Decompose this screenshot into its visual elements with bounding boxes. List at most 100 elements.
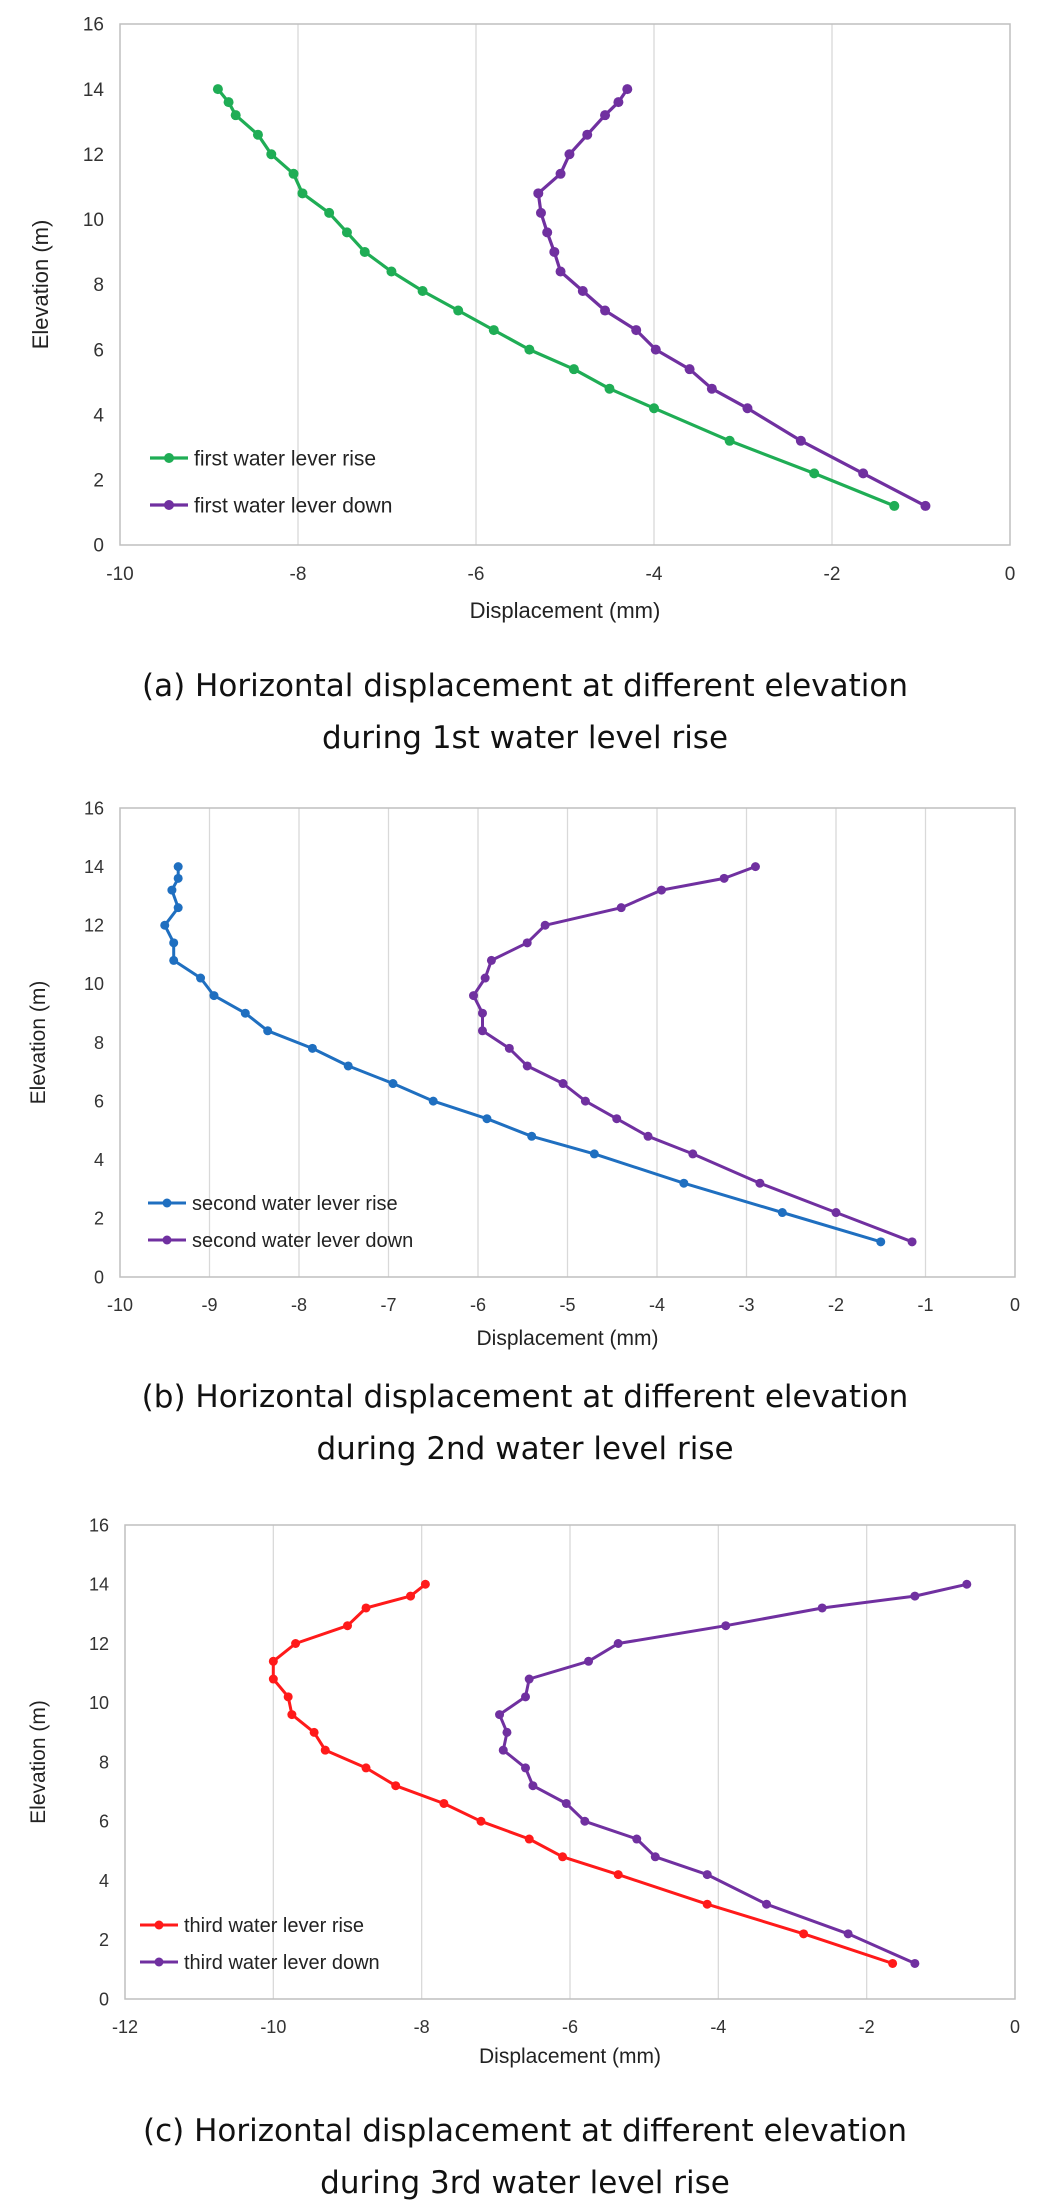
- legend-swatch-marker: [162, 1235, 172, 1245]
- series-line: [216, 88, 895, 508]
- data-point: [650, 1852, 660, 1862]
- x-tick-label: -2: [824, 564, 841, 585]
- y-tick-label: 8: [93, 275, 104, 296]
- data-point: [522, 938, 532, 948]
- series-line: [271, 1583, 894, 1965]
- x-tick-label: -2: [859, 2017, 875, 2037]
- x-tick-label: -12: [112, 2017, 138, 2037]
- data-point: [428, 1096, 438, 1106]
- y-tick-label: 4: [94, 1150, 104, 1170]
- caption-c: (c) Horizontal displacement at different…: [0, 2105, 1050, 2209]
- y-tick-label: 2: [94, 1209, 104, 1229]
- data-point: [469, 991, 479, 1001]
- data-point: [341, 227, 352, 238]
- legend-label: second water lever rise: [192, 1193, 398, 1215]
- x-tick-label: -2: [828, 1295, 844, 1315]
- y-tick-label: 2: [99, 1930, 109, 1950]
- data-point: [283, 1692, 293, 1702]
- data-point: [420, 1579, 430, 1589]
- data-point: [498, 1745, 508, 1755]
- data-point: [173, 873, 183, 883]
- data-point: [480, 973, 490, 983]
- data-point: [755, 1178, 765, 1188]
- y-tick-label: 8: [99, 1752, 109, 1772]
- data-point: [809, 468, 820, 479]
- data-point: [521, 1763, 530, 1773]
- x-tick-label: -6: [562, 2017, 578, 2037]
- legend-label: third water lever down: [184, 1952, 380, 1974]
- data-point: [650, 344, 661, 355]
- data-point: [777, 1208, 787, 1218]
- data-point: [307, 1043, 317, 1053]
- x-tick-label: 0: [1005, 564, 1016, 585]
- data-point: [558, 1852, 568, 1862]
- x-tick-label: -5: [559, 1295, 575, 1315]
- y-axis-title: Elevation (m): [27, 981, 50, 1105]
- data-point: [268, 1656, 278, 1666]
- y-tick-label: 10: [89, 1693, 109, 1713]
- y-tick-label: 14: [83, 80, 105, 101]
- data-point: [631, 325, 642, 336]
- data-point: [528, 1781, 538, 1791]
- data-point: [240, 1008, 250, 1018]
- data-point: [706, 383, 717, 394]
- data-point: [555, 168, 566, 179]
- y-tick-label: 0: [93, 536, 104, 557]
- data-point: [613, 1870, 623, 1880]
- data-point: [417, 286, 428, 297]
- data-point: [388, 1079, 398, 1089]
- data-point: [524, 1834, 534, 1844]
- data-point: [724, 435, 735, 446]
- data-point: [535, 207, 546, 218]
- data-point: [477, 1008, 487, 1018]
- series-line: [163, 866, 882, 1244]
- legend-swatch-marker: [164, 453, 174, 463]
- x-tick-label: -6: [470, 1295, 486, 1315]
- data-point: [613, 1639, 623, 1648]
- y-tick-label: 16: [83, 15, 104, 36]
- data-point: [604, 383, 615, 394]
- data-point: [522, 1061, 532, 1071]
- data-point: [343, 1061, 353, 1071]
- data-point: [561, 1798, 571, 1808]
- x-tick-label: -9: [201, 1295, 217, 1315]
- y-tick-label: 4: [99, 1871, 109, 1891]
- y-tick-label: 6: [94, 1091, 104, 1111]
- data-point: [613, 97, 624, 108]
- y-tick-label: 10: [84, 974, 104, 994]
- data-point: [584, 1656, 594, 1666]
- y-tick-label: 12: [84, 916, 104, 936]
- data-point: [297, 188, 308, 199]
- y-tick-label: 14: [84, 857, 104, 877]
- x-axis-title: Displacement (mm): [476, 1327, 658, 1350]
- data-point: [616, 903, 626, 913]
- data-point: [288, 168, 299, 179]
- data-point: [962, 1579, 972, 1589]
- panel-c: 0 2 4 6 8 10 12 14 16 -12 -10 -8 -6 -4 -2 0 Displacement…: [0, 1455, 1050, 2205]
- y-tick-label: 12: [83, 145, 104, 166]
- data-point: [266, 149, 277, 160]
- data-point: [212, 84, 223, 95]
- y-tick-label: 10: [83, 210, 104, 231]
- data-point: [622, 84, 633, 95]
- data-point: [482, 1114, 492, 1124]
- plot-frame: [119, 23, 1011, 546]
- data-point: [702, 1899, 712, 1909]
- y-tick-label: 6: [93, 340, 104, 361]
- y-tick-label: 0: [94, 1267, 104, 1287]
- x-axis-title: Displacement (mm): [479, 2045, 661, 2068]
- data-point: [167, 885, 177, 895]
- data-point: [656, 885, 666, 895]
- data-point: [876, 1237, 886, 1247]
- caption-a: (a) Horizontal displacement at different…: [0, 660, 1050, 764]
- data-point: [504, 1043, 514, 1053]
- legend-swatch-marker: [154, 1920, 164, 1930]
- data-point: [600, 110, 611, 121]
- data-point: [230, 110, 241, 121]
- x-tick-label: -8: [414, 2017, 430, 2037]
- data-point: [533, 188, 544, 199]
- x-axis-title: Displacement (mm): [470, 598, 661, 623]
- data-point: [406, 1591, 416, 1601]
- legend-label: third water lever rise: [184, 1915, 364, 1937]
- data-point: [291, 1639, 301, 1648]
